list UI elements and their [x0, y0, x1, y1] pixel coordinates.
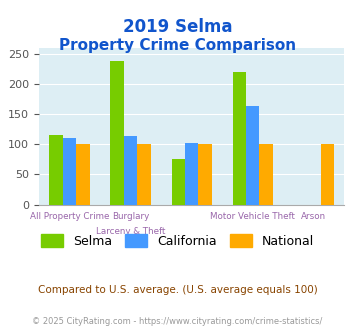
Text: Arson: Arson: [301, 212, 326, 221]
Text: 2019 Selma: 2019 Selma: [123, 18, 232, 36]
Bar: [49, 135, 63, 205]
Text: Compared to U.S. average. (U.S. average equals 100): Compared to U.S. average. (U.S. average …: [38, 285, 317, 295]
Bar: [76, 144, 90, 205]
Bar: [185, 143, 198, 205]
Text: Burglary: Burglary: [112, 212, 149, 221]
Bar: [137, 144, 151, 205]
Bar: [233, 72, 246, 205]
Bar: [198, 144, 212, 205]
Text: All Property Crime: All Property Crime: [30, 212, 109, 221]
Bar: [124, 137, 137, 205]
Text: © 2025 CityRating.com - https://www.cityrating.com/crime-statistics/: © 2025 CityRating.com - https://www.city…: [32, 317, 323, 326]
Bar: [321, 144, 334, 205]
Text: Property Crime Comparison: Property Crime Comparison: [59, 38, 296, 53]
Bar: [246, 106, 260, 205]
Bar: [110, 61, 124, 205]
Text: Larceny & Theft: Larceny & Theft: [96, 227, 165, 236]
Bar: [171, 159, 185, 205]
Legend: Selma, California, National: Selma, California, National: [36, 229, 319, 253]
Text: Motor Vehicle Theft: Motor Vehicle Theft: [210, 212, 295, 221]
Bar: [63, 138, 76, 205]
Bar: [260, 144, 273, 205]
